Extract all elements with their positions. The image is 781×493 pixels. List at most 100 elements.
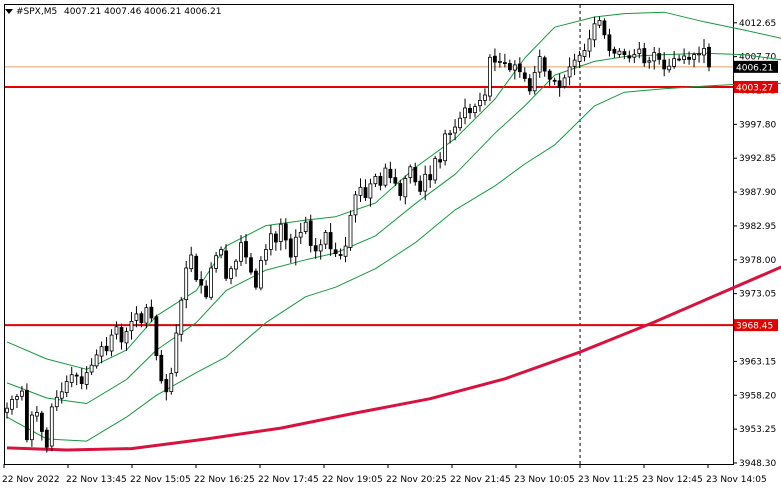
candle-body — [527, 78, 532, 92]
candle-body — [662, 59, 667, 70]
candle-body — [453, 126, 458, 134]
candle-body — [94, 354, 99, 367]
candle-body — [89, 364, 94, 373]
candle-body — [338, 254, 343, 256]
candle-body — [134, 313, 139, 321]
candle-body — [677, 58, 681, 61]
candle-body — [692, 54, 696, 60]
y-tick-label: 4007.70 — [739, 53, 776, 63]
candle-body — [562, 77, 567, 87]
x-tick-label: 23 Nov 11:25 — [578, 475, 639, 485]
x-tick-label: 22 Nov 16:25 — [194, 475, 255, 485]
candle-body — [74, 374, 79, 377]
candle-body — [687, 56, 691, 60]
candle-body — [682, 55, 686, 60]
candle-body — [492, 55, 497, 63]
candle-body — [373, 175, 378, 185]
candle-body — [612, 48, 617, 54]
y-tick-label: 3982.95 — [739, 222, 776, 232]
candle-body — [24, 389, 29, 441]
candle-body — [224, 250, 229, 279]
candle-body — [194, 255, 199, 281]
candle-body — [239, 242, 243, 262]
candle-body — [49, 406, 54, 447]
plot-frame — [4, 4, 734, 465]
candle-body — [119, 327, 124, 343]
y-tick-label: 3953.25 — [739, 425, 776, 435]
candle-body — [308, 220, 313, 246]
x-tick-label: 22 Nov 20:25 — [386, 475, 447, 485]
candle-body — [542, 57, 547, 72]
y-tick-label: 3987.90 — [739, 188, 776, 198]
candle-body — [313, 245, 318, 252]
candle-body — [234, 260, 238, 270]
candle-body — [622, 51, 627, 55]
x-tick-label: 23 Nov 14:05 — [706, 475, 767, 485]
candle-body — [15, 396, 19, 400]
candle-body — [199, 279, 204, 286]
chart-menu-triangle-icon[interactable] — [5, 9, 13, 14]
candle-body — [592, 23, 597, 41]
candle-body — [84, 372, 89, 385]
candle-body — [522, 72, 527, 79]
candle-body — [283, 223, 288, 241]
candle-body — [647, 60, 652, 63]
y-tick-label: 3973.05 — [739, 290, 776, 300]
candle-body — [552, 79, 557, 82]
level-upper-label-bg — [734, 80, 778, 93]
y-tick-label: 3958.20 — [739, 391, 776, 401]
y-tick-label: 3978.00 — [739, 256, 776, 266]
candle-body — [318, 244, 323, 252]
ohlc-header: 4007.21 4007.46 4006.21 4006.21 — [64, 7, 221, 17]
candle-body — [109, 334, 114, 352]
candle-body — [423, 173, 428, 192]
chart-title: #SPX,M5 — [16, 7, 57, 17]
candle-body — [159, 354, 164, 382]
candle-body — [164, 379, 169, 393]
candle-body — [487, 56, 492, 97]
candle-body — [652, 52, 657, 62]
candle-body — [59, 391, 64, 399]
candle-body — [507, 63, 512, 71]
candle-body — [204, 285, 209, 298]
candle-body — [502, 62, 507, 64]
candle-body — [64, 381, 69, 394]
candle-body — [353, 194, 358, 216]
bollinger-lower-line — [6, 82, 781, 442]
candle-body — [368, 183, 373, 199]
candle-body — [293, 236, 298, 257]
candle-body — [29, 414, 34, 441]
current-price-label-bg — [734, 60, 778, 73]
y-tick-label: 3997.80 — [739, 120, 776, 130]
candle-body — [19, 390, 24, 397]
candle-body — [597, 19, 602, 26]
candle-body — [642, 48, 647, 64]
candle-body — [268, 233, 273, 250]
candle-body — [707, 46, 711, 68]
candle-body — [273, 233, 278, 243]
candle-body — [517, 63, 522, 73]
candle-body — [244, 241, 248, 258]
candle-body — [667, 65, 672, 71]
candle-body — [154, 316, 159, 357]
candle-body — [433, 158, 438, 181]
candle-body — [428, 174, 433, 181]
candle-body — [448, 132, 453, 135]
candle-body — [398, 183, 403, 197]
candle-body — [10, 398, 14, 410]
candle-body — [383, 167, 388, 186]
candle-body — [99, 346, 104, 357]
candle-body — [602, 20, 607, 36]
candle-body — [298, 231, 303, 238]
candle-body — [632, 54, 637, 58]
candle-body — [184, 267, 189, 301]
candle-body — [179, 299, 184, 335]
candle-body — [403, 177, 408, 198]
x-tick-label: 23 Nov 12:45 — [642, 475, 703, 485]
candle-body — [263, 249, 268, 261]
candle-body — [139, 313, 144, 324]
y-tick-label: 3948.30 — [739, 459, 776, 469]
x-tick-label: 23 Nov 10:05 — [514, 475, 575, 485]
